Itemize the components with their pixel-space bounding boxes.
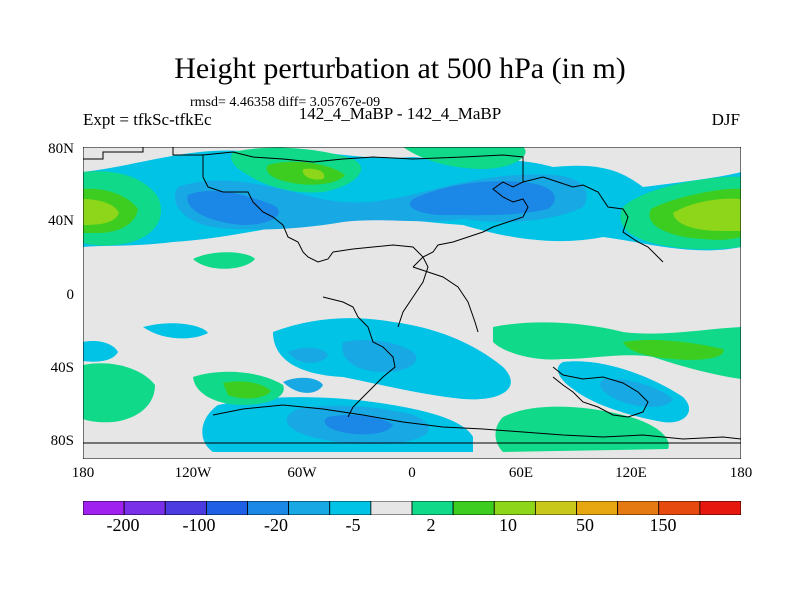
plot-title: Height perturbation at 500 hPa (in m) — [174, 52, 626, 85]
colorbar-box — [452, 501, 495, 515]
center-label: 142_4_MaBP - 142_4_MaBP — [298, 104, 502, 123]
colorbar-box — [370, 501, 413, 515]
colorbar-label: -5 — [345, 515, 361, 535]
field-small-green — [193, 252, 255, 269]
field-sw-mid — [283, 377, 323, 393]
field-sw-light-2 — [143, 323, 208, 339]
colorbar-box — [83, 501, 125, 515]
colorbar-box — [123, 501, 166, 515]
lon-label: 120E — [615, 465, 647, 481]
colorbar-box — [699, 501, 741, 515]
field-se-green — [493, 322, 741, 379]
lon-label: 120W — [174, 465, 212, 481]
contour-fields — [83, 147, 741, 452]
colorbar-label: -100 — [182, 515, 216, 535]
field-se-mid — [600, 378, 673, 407]
field-sw-green — [83, 363, 155, 423]
lon-label: 0 — [408, 465, 416, 481]
coast-south-america — [322, 296, 396, 418]
coast-africa — [332, 244, 429, 328]
colorbar-box — [576, 501, 619, 515]
colorbar-label: -20 — [264, 515, 288, 535]
lat-label: 80N — [48, 141, 74, 157]
stats-text: rmsd= 4.46358 diff= 3.05767e-09 — [190, 95, 381, 110]
height-perturbation-map — [83, 147, 741, 459]
colorbar-box — [658, 501, 701, 515]
lon-label: 60W — [287, 465, 317, 481]
colorbar-label: 10 — [499, 515, 517, 535]
lat-label: 40S — [50, 360, 74, 376]
field-south-mid — [342, 340, 417, 372]
colorbar-box — [411, 501, 454, 515]
colorbar-box — [329, 501, 372, 515]
colorbar-box — [288, 501, 331, 515]
colorbar-box — [534, 501, 577, 515]
field-sw-light — [83, 341, 118, 362]
field-arctic-green-2 — [403, 147, 526, 169]
coast-west — [202, 155, 334, 263]
coast-east — [522, 176, 664, 263]
colorbar-box — [164, 501, 207, 515]
field-arctic-yellow — [302, 168, 325, 180]
coast-north-america — [83, 147, 529, 268]
coast-australia — [552, 366, 649, 418]
experiment-label: Expt = tfkSc-tfkEc — [83, 110, 212, 129]
lat-label: 80S — [50, 433, 74, 449]
field-south-midleft — [288, 347, 328, 363]
field-east-yellow — [673, 198, 741, 231]
coast-asia — [412, 266, 479, 333]
colorbar-box — [205, 501, 248, 515]
colorbar — [83, 501, 741, 515]
field-se-green-2 — [495, 406, 669, 452]
field-se-lime — [623, 339, 724, 360]
field-west-yellow — [83, 199, 119, 225]
field-north-dark-2 — [409, 181, 555, 216]
lat-label: 40N — [48, 213, 74, 229]
lat-label: 0 — [66, 287, 75, 303]
lon-label: 180 — [729, 465, 753, 481]
season-label: DJF — [711, 110, 740, 129]
field-sw-lime — [223, 381, 271, 399]
colorbar-box — [493, 501, 536, 515]
field-south-deep-dark — [324, 414, 393, 435]
colorbar-label: 2 — [426, 515, 436, 535]
colorbar-label: -200 — [106, 515, 140, 535]
colorbar-box — [247, 501, 290, 515]
field-north-dark — [187, 190, 279, 225]
lon-label: 60E — [508, 465, 534, 481]
coastlines — [83, 147, 741, 444]
colorbar-label: 150 — [649, 515, 677, 535]
colorbar-label: 50 — [576, 515, 594, 535]
colorbar-box — [617, 501, 660, 515]
lon-label: 180 — [71, 465, 95, 481]
coast-antarctica — [212, 404, 741, 440]
